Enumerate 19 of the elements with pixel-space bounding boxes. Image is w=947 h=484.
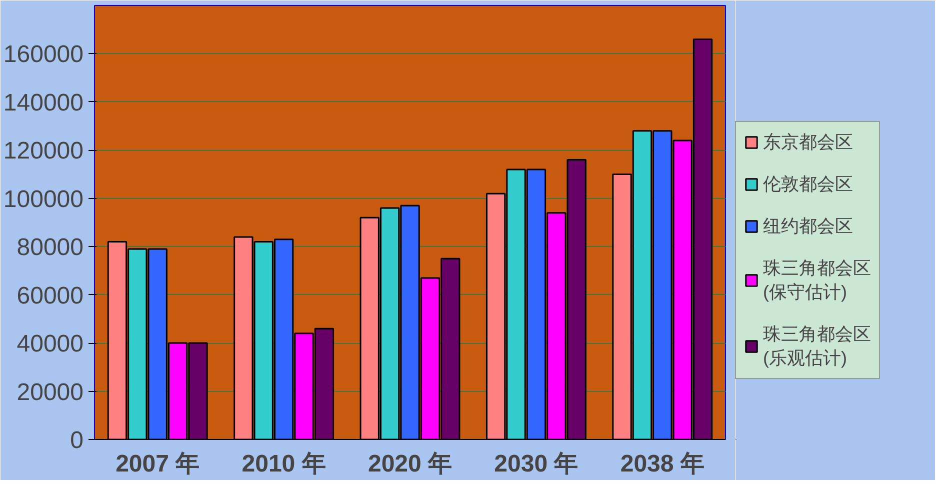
x-tick-label: 2007 年 <box>116 450 200 478</box>
y-tick-label: 120000 <box>3 138 84 165</box>
y-tick-label: 100000 <box>3 186 84 213</box>
legend-label: 纽约都会区 <box>763 215 853 238</box>
legend-label: 珠三角都会区 (保守估计) <box>763 257 871 304</box>
y-tick-label: 40000 <box>16 330 84 358</box>
legend-label: 东京都会区 <box>763 131 853 154</box>
y-tick-label: 20000 <box>16 378 84 406</box>
x-tick-label: 2038 年 <box>620 450 704 478</box>
legend-label: 珠三角都会区 (乐观估计) <box>763 323 871 370</box>
x-tick-label: 2020 年 <box>368 450 452 478</box>
y-tick-label: 0 <box>70 427 84 454</box>
y-tick-label: 160000 <box>3 41 84 68</box>
x-tick-label: 2030 年 <box>494 450 578 478</box>
y-tick-label: 60000 <box>16 282 84 310</box>
y-tick-label: 80000 <box>16 234 84 262</box>
x-tick-label: 2010 年 <box>242 450 326 478</box>
y-tick-label: 140000 <box>3 89 84 116</box>
legend-label: 伦敦都会区 <box>763 173 853 196</box>
